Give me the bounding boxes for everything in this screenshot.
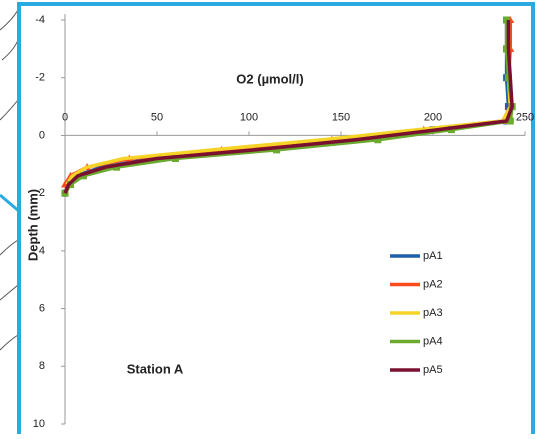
y-tick-label: -4 xyxy=(35,14,45,26)
page: {"chart_data": {"type": "line", "x_label… xyxy=(0,0,539,434)
y-tick-label: 10 xyxy=(33,418,45,430)
y-tick-label: 4 xyxy=(39,245,45,257)
legend-label: pA4 xyxy=(423,335,443,347)
y-tick-label: 2 xyxy=(39,187,45,199)
annotation: Station A xyxy=(127,361,184,376)
x-tick-label: 100 xyxy=(240,111,258,123)
y-tick-label: 6 xyxy=(39,302,45,314)
legend-label: pA3 xyxy=(423,307,443,319)
y-tick-label: 0 xyxy=(39,129,45,141)
x-tick-label: 50 xyxy=(151,111,163,123)
x-axis-label: O2 (µmol/l) xyxy=(236,71,303,86)
frame xyxy=(19,4,533,434)
x-tick-label: 250 xyxy=(516,111,534,123)
legend-label: pA1 xyxy=(423,250,443,262)
x-tick-label: 0 xyxy=(62,111,68,123)
chart: O2 (µmol/l) Depth (mm) Station A -4-2024… xyxy=(0,0,539,434)
background-sketch xyxy=(0,10,18,350)
y-tick-label: 8 xyxy=(39,360,45,372)
legend-label: pA2 xyxy=(423,278,443,290)
y-tick-label: -2 xyxy=(35,72,45,84)
x-tick-label: 200 xyxy=(424,111,442,123)
legend-label: pA5 xyxy=(423,364,443,376)
x-tick-label: 150 xyxy=(332,111,350,123)
